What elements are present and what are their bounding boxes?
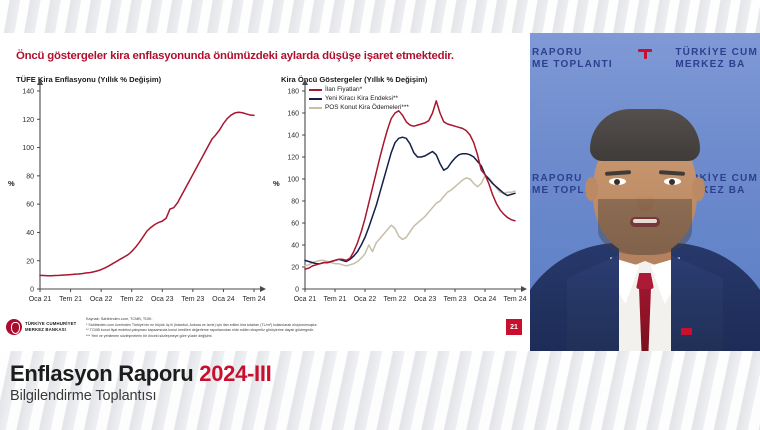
banner-title-main: Enflasyon Raporu <box>10 361 200 386</box>
svg-text:60: 60 <box>291 221 299 228</box>
svg-text:Tem 23: Tem 23 <box>181 296 204 303</box>
svg-text:20: 20 <box>26 258 34 265</box>
svg-text:180: 180 <box>287 89 299 96</box>
svg-text:140: 140 <box>287 133 299 140</box>
backdrop-text-right-middle: TÜRKİYE CUM MERKEZ BA <box>675 173 758 196</box>
speaker-tie <box>638 273 652 351</box>
banner-title-accent: 2024-III <box>199 361 272 386</box>
tcmb-logo-text: TÜRKİYE CUMHURİYET MERKEZ BANKASI <box>25 321 76 332</box>
footnote-1: * Sahibinden.com üzerinden Türkiye'nin e… <box>86 323 318 328</box>
svg-text:40: 40 <box>26 230 34 237</box>
backdrop-row-middle: RAPORU ME TOPLANTI TÜRKİYE CUM MERKEZ BA <box>530 173 760 197</box>
svg-text:0: 0 <box>30 287 34 294</box>
chart-right-legend: İlan Fiyatları* Yeni Kiracı Kira Endeksi… <box>309 86 409 112</box>
chart-right-ylabel: % <box>273 179 280 188</box>
svg-text:120: 120 <box>22 117 34 124</box>
chart-right-canvas: 0 20 40 60 80 100 120 140 160 180 Oca 21 Tem 21 Oca … <box>287 79 527 303</box>
legend-swatch-yeni-kiraci <box>309 98 322 100</box>
tcmb-crescent-icon <box>6 319 22 335</box>
legend-swatch-ilan-fiyatlari <box>309 89 322 91</box>
speaker-ear-right <box>692 177 705 201</box>
video-panel[interactable]: RAPORU ME TOPLANTI TÜRKİYE CUM MERKEZ BA… <box>530 33 760 351</box>
backdrop-text-left-top: RAPORU ME TOPLANTI <box>532 47 613 70</box>
chart-footnotes: Kaynak: Sahibinden.com, TCMB, TÜİK. * Sa… <box>86 317 486 339</box>
speaker-figure <box>530 33 760 351</box>
svg-text:0: 0 <box>295 287 299 294</box>
svg-text:Tem 22: Tem 22 <box>384 296 407 303</box>
bottom-banner: Enflasyon Raporu 2024-III Bilgilendirme … <box>0 351 760 430</box>
tcmb-logo: TÜRKİYE CUMHURİYET MERKEZ BANKASI <box>6 319 76 335</box>
footnote-3: *** Yeni ve yenilenen sözleşmelerin bir … <box>86 333 213 338</box>
svg-text:Oca 22: Oca 22 <box>90 296 113 303</box>
banner-title: Enflasyon Raporu 2024-III <box>10 361 272 387</box>
svg-text:Tem 24: Tem 24 <box>504 296 527 303</box>
svg-text:60: 60 <box>26 202 34 209</box>
svg-text:Tem 21: Tem 21 <box>324 296 347 303</box>
slide-page-number: 21 <box>506 319 522 335</box>
banner-subtitle: Bilgilendirme Toplantısı <box>10 388 157 404</box>
svg-text:Tem 21: Tem 21 <box>59 296 82 303</box>
speaker-ear-left <box>585 177 598 201</box>
svg-text:Oca 23: Oca 23 <box>414 296 437 303</box>
svg-text:Oca 24: Oca 24 <box>212 296 235 303</box>
chart-title-right: Kira Öncü Göstergeler (Yıllık % Değişim) <box>281 75 428 84</box>
slide-headline: Öncü göstergeler kira enflasyonunda önüm… <box>16 50 454 62</box>
speaker-tie-knot <box>636 273 654 289</box>
chart-title-left: TÜFE Kira Enflasyonu (Yıllık % Değişim) <box>16 75 162 84</box>
legend-item-pos-konut: POS Konut Kira Ödemeleri*** <box>309 104 409 112</box>
svg-text:140: 140 <box>22 89 34 96</box>
svg-text:Tem 22: Tem 22 <box>120 296 143 303</box>
svg-text:Oca 24: Oca 24 <box>474 296 497 303</box>
svg-text:120: 120 <box>287 155 299 162</box>
chart-left-canvas: 0 20 40 60 80 100 120 140 Oca 21 Tem 21 Oca 22 Tem … <box>22 79 266 303</box>
legend-label-pos-konut: POS Konut Kira Ödemeleri*** <box>325 104 409 111</box>
footnote-2: ** TCMB konut fiyat endeksi çalışması ka… <box>86 328 315 333</box>
presentation-slide: Öncü göstergeler kira enflasyonunda önüm… <box>0 33 534 351</box>
tcmb-logo-line1: TÜRKİYE CUMHURİYET <box>25 321 77 327</box>
legend-item-yeni-kiraci: Yeni Kiracı Kira Endeksi** <box>309 95 409 103</box>
svg-text:Oca 21: Oca 21 <box>29 296 52 303</box>
svg-text:100: 100 <box>22 145 34 152</box>
svg-text:Oca 22: Oca 22 <box>354 296 377 303</box>
svg-text:Tem 23: Tem 23 <box>444 296 467 303</box>
svg-text:Tem 24: Tem 24 <box>243 296 266 303</box>
backdrop-text-right-top: TÜRKİYE CUM MERKEZ BA <box>675 47 758 70</box>
svg-text:20: 20 <box>291 265 299 272</box>
svg-text:100: 100 <box>287 177 299 184</box>
legend-item-ilan-fiyatlari: İlan Fiyatları* <box>309 86 409 94</box>
svg-text:80: 80 <box>26 173 34 180</box>
svg-text:Oca 21: Oca 21 <box>294 296 317 303</box>
speaker-eye-right <box>664 178 681 185</box>
legend-label-yeni-kiraci: Yeni Kiracı Kira Endeksi** <box>325 95 398 102</box>
chart-kira-oncu-gostergeler: Kira Öncü Göstergeler (Yıllık % Değişim)… <box>273 75 531 305</box>
svg-text:Oca 23: Oca 23 <box>151 296 174 303</box>
backdrop-text-left-middle: RAPORU ME TOPLANTI <box>532 173 613 196</box>
chart-tufe-kira-enflasyonu: TÜFE Kira Enflasyonu (Yıllık % Değişim) … <box>8 75 268 305</box>
backdrop-row-top: RAPORU ME TOPLANTI TÜRKİYE CUM MERKEZ BA <box>530 47 760 71</box>
turkish-flag-pin-icon <box>681 328 692 335</box>
speaker-nose <box>636 185 654 211</box>
legend-swatch-pos-konut <box>309 107 322 109</box>
speaker-eye-left <box>609 178 626 185</box>
svg-text:80: 80 <box>291 199 299 206</box>
svg-text:160: 160 <box>287 111 299 118</box>
svg-text:40: 40 <box>291 243 299 250</box>
tcmb-logo-line2: MERKEZ BANKASI <box>25 327 67 332</box>
legend-label-ilan-fiyatlari: İlan Fiyatları* <box>325 86 363 93</box>
chart-left-ylabel: % <box>8 179 15 188</box>
speaker-mouth <box>630 217 660 227</box>
speaker-hair <box>590 109 700 161</box>
footnote-source: Kaynak: Sahibinden.com, TCMB, TÜİK. <box>86 317 153 321</box>
backdrop-tcmb-icon <box>638 47 652 59</box>
